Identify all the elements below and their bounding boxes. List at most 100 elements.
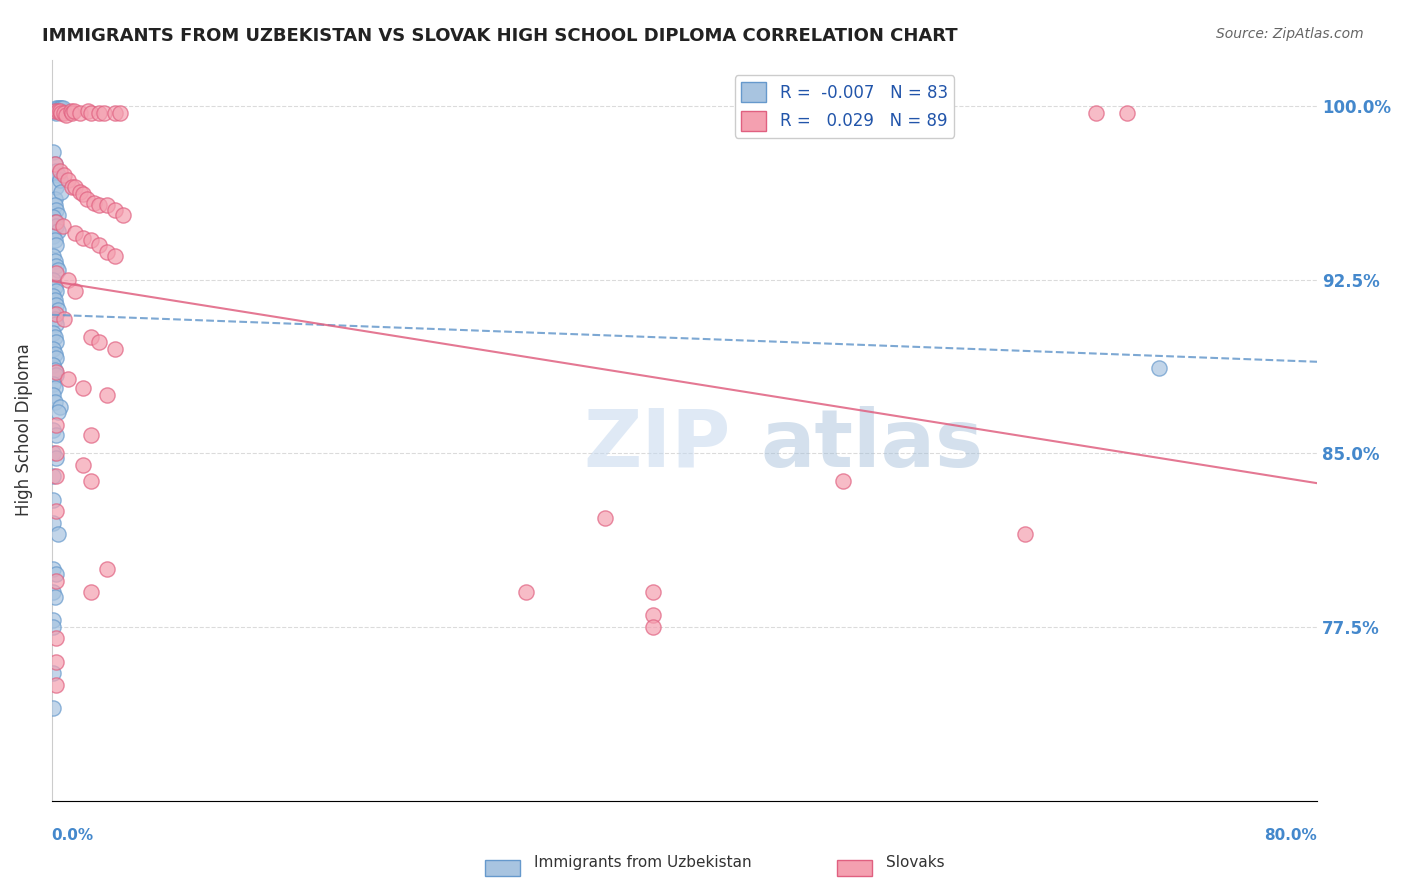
- Point: [45, 163, 67, 178]
- Point: [45, 368, 67, 382]
- Point: [42, 210, 65, 224]
- Point: [53, 312, 76, 326]
- Point: [65, 284, 87, 298]
- Point: [42, 620, 65, 634]
- Point: [104, 106, 127, 120]
- Point: [45, 106, 67, 120]
- Point: [80, 106, 103, 120]
- Point: [45, 259, 67, 273]
- Point: [44, 254, 66, 268]
- Point: [45, 317, 67, 331]
- Point: [111, 208, 134, 222]
- Point: [45, 446, 67, 460]
- Point: [65, 227, 87, 241]
- Point: [45, 655, 67, 669]
- Point: [515, 585, 537, 599]
- Point: [51, 101, 73, 115]
- Point: [53, 169, 76, 183]
- Point: [48, 103, 70, 118]
- Point: [45, 632, 67, 646]
- Point: [42, 701, 65, 715]
- Point: [69, 185, 91, 199]
- Point: [46, 101, 69, 115]
- Point: [42, 342, 65, 356]
- Point: [45, 566, 67, 581]
- Point: [45, 298, 67, 312]
- Point: [44, 233, 66, 247]
- Point: [96, 388, 118, 402]
- Text: atlas: atlas: [761, 406, 983, 483]
- Point: [45, 203, 67, 218]
- Point: [42, 289, 65, 303]
- Point: [831, 474, 853, 488]
- Text: ZIP: ZIP: [583, 406, 731, 483]
- Text: IMMIGRANTS FROM UZBEKISTAN VS SLOVAK HIGH SCHOOL DIPLOMA CORRELATION CHART: IMMIGRANTS FROM UZBEKISTAN VS SLOVAK HIG…: [42, 27, 957, 45]
- Point: [46, 263, 69, 277]
- Point: [45, 180, 67, 194]
- Text: Immigrants from Uzbekistan: Immigrants from Uzbekistan: [534, 855, 752, 870]
- Point: [80, 233, 103, 247]
- Point: [80, 330, 103, 344]
- Point: [60, 180, 83, 194]
- Point: [53, 106, 76, 120]
- Point: [45, 504, 67, 518]
- Point: [44, 395, 66, 409]
- Point: [1084, 106, 1107, 120]
- Point: [48, 163, 70, 178]
- Point: [45, 335, 67, 350]
- Point: [1116, 106, 1139, 120]
- Point: [46, 224, 69, 238]
- Point: [641, 585, 664, 599]
- Point: [80, 585, 103, 599]
- Point: [42, 446, 65, 460]
- Point: [44, 363, 66, 377]
- Point: [72, 231, 94, 245]
- Point: [45, 237, 67, 252]
- Point: [46, 527, 69, 541]
- Point: [45, 574, 67, 588]
- Point: [46, 103, 69, 118]
- Point: [56, 372, 79, 386]
- Point: [44, 192, 66, 206]
- Y-axis label: High School Diploma: High School Diploma: [15, 343, 32, 516]
- Point: [44, 293, 66, 308]
- Point: [59, 103, 82, 118]
- Point: [44, 198, 66, 212]
- Point: [48, 173, 70, 187]
- Point: [42, 469, 65, 483]
- Point: [42, 145, 65, 160]
- Point: [48, 103, 70, 118]
- Legend: R =  -0.007   N = 83, R =   0.029   N = 89: R = -0.007 N = 83, R = 0.029 N = 89: [735, 75, 955, 137]
- Point: [108, 106, 131, 120]
- Point: [44, 103, 66, 118]
- Point: [44, 381, 66, 395]
- Point: [89, 335, 111, 350]
- Point: [46, 208, 69, 222]
- Point: [52, 219, 75, 234]
- Point: [56, 173, 79, 187]
- Point: [76, 192, 98, 206]
- Point: [44, 312, 66, 326]
- Point: [46, 302, 69, 317]
- Point: [63, 103, 86, 118]
- Text: 80.0%: 80.0%: [1264, 829, 1317, 843]
- Point: [42, 613, 65, 627]
- Point: [96, 244, 118, 259]
- Point: [45, 307, 67, 321]
- Point: [1014, 527, 1036, 541]
- Point: [42, 492, 65, 507]
- Point: [45, 418, 67, 433]
- Point: [42, 516, 65, 530]
- Point: [96, 198, 118, 212]
- Text: 0.0%: 0.0%: [52, 829, 94, 843]
- Point: [51, 103, 73, 118]
- Point: [72, 186, 94, 201]
- Point: [44, 215, 66, 229]
- Point: [80, 427, 103, 442]
- Point: [104, 203, 127, 218]
- Point: [48, 101, 70, 115]
- Point: [42, 326, 65, 340]
- Point: [44, 330, 66, 344]
- Point: [42, 249, 65, 263]
- Text: Slovaks: Slovaks: [886, 855, 945, 870]
